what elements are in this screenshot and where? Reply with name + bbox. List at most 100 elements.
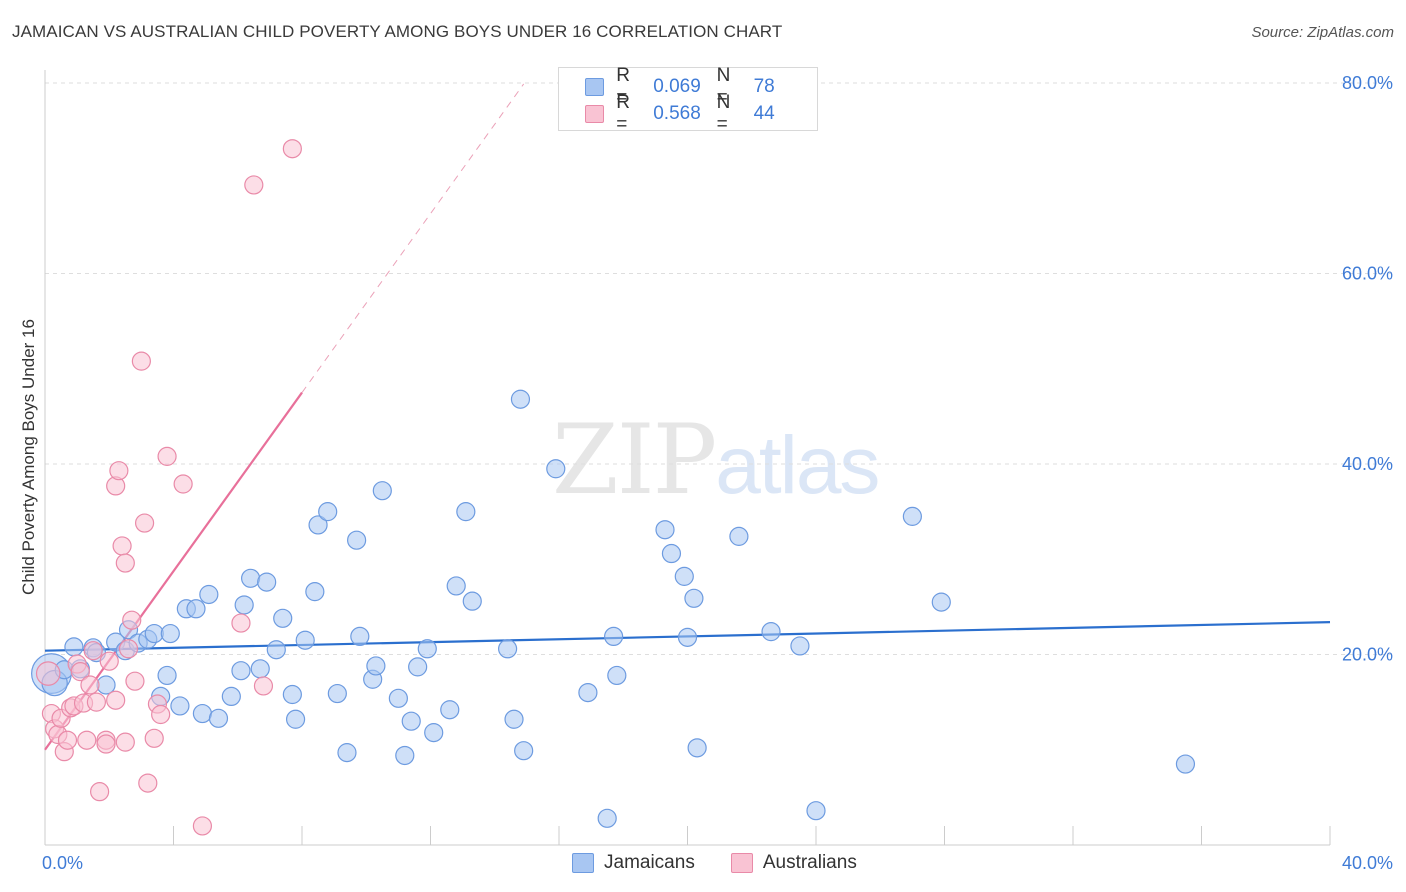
legend-item-australians: Australians — [730, 852, 857, 874]
legend-r-value: 0.568 — [653, 103, 701, 124]
point-jamaicans — [578, 682, 598, 703]
point-jamaicans — [308, 515, 328, 535]
point-jamaicans — [677, 627, 698, 647]
point-jamaicans — [729, 526, 749, 546]
point-jamaicans — [655, 520, 675, 540]
source-label: Source: ZipAtlas.com — [1251, 24, 1394, 41]
point-jamaicans — [273, 608, 293, 628]
point-australians — [112, 536, 132, 556]
point-jamaicans — [144, 623, 164, 644]
point-australians — [115, 553, 135, 573]
point-jamaicans — [401, 711, 421, 731]
tick-labels: 20.0% 40.0% 60.0% 80.0% 0.0% 40.0% Child Pover… — [19, 73, 1393, 873]
point-australians — [99, 651, 119, 671]
point-jamaicans — [446, 576, 466, 596]
point-australians — [70, 662, 90, 682]
point-jamaicans — [931, 592, 951, 612]
point-australians — [125, 671, 145, 691]
chart-title: JAMAICAN VS AUSTRALIAN CHILD POVERTY AMO… — [12, 22, 783, 41]
point-jamaicans — [498, 639, 518, 659]
correlation-legend: R = 0.069 N = 78 R = 0.568 N = 44 — [558, 65, 818, 135]
legend-n-value: 78 — [753, 76, 775, 97]
point-jamaicans — [372, 481, 392, 501]
axes — [44, 70, 1331, 846]
point-australians — [90, 782, 110, 802]
point-jamaicans — [687, 738, 707, 758]
legend-r-label: R = — [616, 92, 631, 135]
point-jamaicans — [761, 622, 781, 642]
point-jamaicans — [231, 661, 251, 681]
point-australians — [282, 139, 302, 159]
point-jamaicans — [684, 588, 704, 608]
point-australians — [151, 704, 171, 725]
point-jamaicans — [395, 745, 415, 766]
point-jamaicans — [186, 599, 206, 619]
point-jamaicans — [305, 582, 325, 602]
point-australians — [115, 732, 135, 752]
point-jamaicans — [157, 665, 177, 686]
point-jamaicans — [234, 595, 254, 615]
legend-row-australians: R = 0.568 N = 44 — [585, 92, 817, 135]
point-jamaicans — [250, 659, 270, 679]
point-jamaicans — [424, 723, 444, 743]
point-jamaicans — [806, 801, 826, 821]
point-jamaicans — [462, 591, 482, 611]
grid-lines — [45, 82, 1392, 655]
point-jamaicans — [327, 683, 347, 704]
trend-line-australians-extrapolated — [301, 83, 525, 393]
point-australians — [253, 676, 274, 696]
data-points — [31, 139, 1196, 836]
legend-n-value: 44 — [753, 103, 775, 124]
legend-r-label: R = — [616, 65, 631, 108]
point-australians — [138, 773, 158, 793]
point-jamaicans — [456, 502, 476, 522]
point-australians — [244, 175, 264, 195]
point-jamaicans — [504, 709, 524, 729]
point-australians — [57, 730, 78, 750]
point-australians — [35, 661, 61, 686]
watermark-atlas: atlas — [715, 420, 880, 511]
point-jamaicans — [1175, 754, 1196, 774]
legend-swatch-jamaicans — [585, 78, 605, 96]
legend-label-australians: Australians — [762, 852, 857, 873]
point-jamaicans — [661, 543, 682, 564]
point-jamaicans — [241, 568, 261, 588]
point-jamaicans — [510, 389, 531, 409]
legend-n-label: N = — [716, 65, 731, 108]
point-jamaicans — [208, 708, 229, 728]
y-tick-label: 40.0% — [1342, 454, 1393, 474]
x-tick-label: 40.0% — [1342, 853, 1393, 873]
legend-r-value: 0.069 — [653, 76, 701, 97]
point-jamaicans — [285, 709, 306, 729]
point-jamaicans — [597, 808, 617, 828]
point-jamaicans — [546, 459, 566, 479]
y-tick-label: 60.0% — [1342, 264, 1393, 284]
point-australians — [106, 690, 126, 710]
point-australians — [144, 728, 164, 748]
point-jamaicans — [674, 566, 694, 586]
legend-swatch-australians — [730, 853, 753, 873]
y-axis-label: Child Poverty Among Boys Under 16 — [19, 319, 38, 595]
point-jamaicans — [257, 572, 277, 592]
point-australians — [109, 461, 129, 481]
point-australians — [77, 730, 97, 750]
point-australians — [122, 610, 142, 630]
point-jamaicans — [366, 656, 386, 676]
point-australians — [80, 675, 100, 695]
point-jamaicans — [266, 640, 286, 660]
watermark-zip: ZIP — [552, 404, 717, 516]
point-jamaicans — [388, 688, 408, 708]
x-tick-label: 0.0% — [42, 853, 83, 873]
point-jamaicans — [408, 657, 428, 677]
point-australians — [192, 816, 213, 836]
point-australians — [131, 351, 151, 371]
legend-label-jamaicans: Jamaicans — [604, 852, 695, 873]
y-tick-label: 80.0% — [1342, 73, 1393, 93]
point-jamaicans — [607, 665, 627, 686]
watermark: ZIPatlas — [552, 404, 880, 516]
point-jamaicans — [337, 743, 357, 763]
legend-item-jamaicans: Jamaicans — [572, 852, 695, 874]
point-jamaicans — [790, 636, 810, 656]
point-jamaicans — [64, 637, 84, 657]
